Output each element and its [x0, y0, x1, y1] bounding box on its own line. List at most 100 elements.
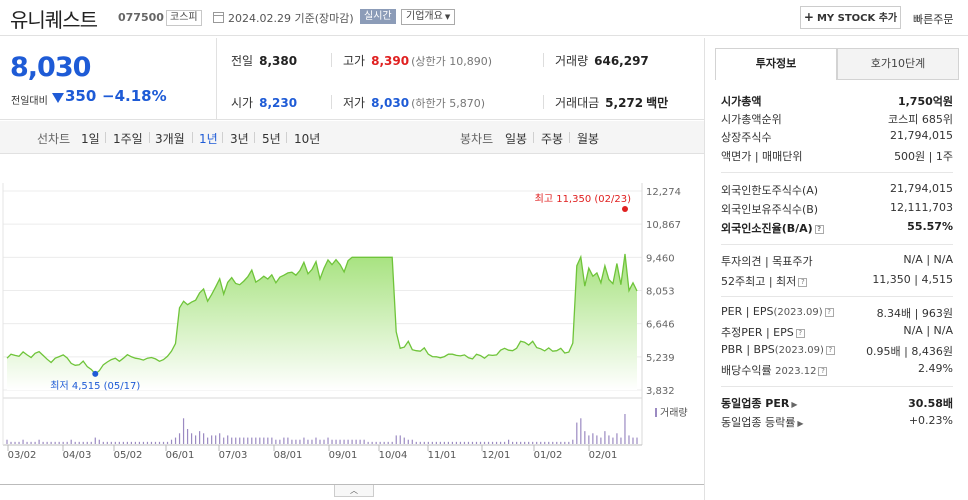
row-label: 동일업종 PER — [721, 397, 790, 410]
help-icon[interactable]: ? — [798, 278, 808, 287]
tab-daily[interactable]: 일봉 — [505, 132, 528, 146]
tab-orderbook[interactable]: 호가10단계 — [837, 48, 959, 80]
tab-1w[interactable]: 1주일 — [113, 132, 143, 146]
volume-bar — [355, 439, 357, 444]
divider — [533, 132, 534, 143]
tab-1d[interactable]: 1일 — [81, 132, 100, 146]
volume-bar — [503, 441, 506, 444]
row-label: 시가총액 — [721, 95, 762, 108]
tab-monthly[interactable]: 월봉 — [577, 132, 600, 146]
volume-bar — [536, 441, 538, 444]
row-par-unit: 액면가 | 매매단위 500원 | 1주 — [721, 148, 953, 166]
divider — [543, 53, 544, 67]
stat-value: 8,230 — [259, 96, 298, 110]
stat-label: 고가 — [343, 54, 366, 68]
tab-3y[interactable]: 3년 — [230, 132, 249, 146]
stock-name: 유니퀘스트 — [10, 8, 98, 32]
volume-bar — [307, 439, 309, 444]
volume-bar — [14, 441, 16, 444]
volume-bar — [588, 435, 590, 444]
row-value: +0.23% — [908, 414, 953, 427]
stat-label: 저가 — [343, 96, 366, 110]
volume-bar — [275, 439, 277, 444]
x-tick-label: 08/01 — [274, 450, 303, 461]
chevron-right-icon[interactable]: ▶ — [791, 400, 798, 409]
row-value: 12,111,703 — [890, 201, 953, 214]
volume-bar — [130, 441, 132, 444]
help-icon[interactable]: ? — [814, 225, 824, 234]
tab-10y[interactable]: 10년 — [294, 132, 321, 146]
volume-bar — [243, 437, 245, 444]
row-industry-per: 동일업종 PER ▶ 30.58배 — [721, 395, 953, 413]
help-icon[interactable]: ? — [825, 346, 835, 355]
volume-bar — [560, 441, 562, 444]
divider — [331, 95, 332, 109]
chevron-right-icon[interactable]: ▶ — [797, 419, 804, 428]
change-amount: 350 — [65, 87, 97, 105]
line-chart-label: 선차트 — [37, 132, 71, 146]
quick-order-button[interactable]: 빠른주문 — [913, 13, 954, 26]
y-tick-label: 6,646 — [646, 320, 675, 331]
volume-bar — [479, 441, 482, 444]
candle-chart-label: 봉차트 — [460, 132, 494, 146]
tab-1y[interactable]: 1년 — [199, 132, 218, 146]
row-label: 상장주식수 — [721, 131, 772, 144]
volume-bar — [524, 441, 526, 444]
x-tick-label: 10/04 — [379, 450, 408, 461]
tab-weekly[interactable]: 주봉 — [541, 132, 564, 146]
volume-bar — [74, 441, 76, 444]
volume-bar — [62, 441, 64, 444]
row-period: (2023.09) — [774, 345, 824, 356]
volume-bar — [395, 435, 397, 444]
volume-bar — [335, 439, 337, 444]
volume-bar — [487, 441, 490, 444]
volume-bar — [347, 439, 349, 444]
row-value: 21,794,015 — [890, 182, 953, 195]
volume-bar — [251, 437, 253, 444]
x-tick-label: 02/01 — [589, 450, 618, 461]
volume-bar — [239, 437, 241, 444]
row-value: 0.95배 | 8,436원 — [866, 345, 953, 358]
price-chart[interactable]: 12,274 10,867 9,460 8,053 6,646 5,239 3,832 03… — [0, 155, 704, 485]
row-value: 30.58배 — [908, 397, 953, 410]
volume-bar — [459, 441, 462, 444]
x-tick-label: 12/01 — [482, 450, 511, 461]
x-tick-label: 07/03 — [219, 450, 248, 461]
x-tick-label: 06/01 — [166, 450, 195, 461]
down-triangle-icon — [52, 93, 64, 103]
tab-investment-info[interactable]: 투자정보 — [715, 48, 837, 80]
volume-bar — [102, 441, 104, 444]
row-label: 동일업종 등락률 — [721, 416, 796, 429]
divider — [543, 95, 544, 109]
volume-legend-swatch — [655, 408, 657, 417]
help-icon[interactable]: ? — [795, 329, 805, 338]
realtime-badge[interactable]: 실시간 — [360, 9, 396, 24]
volume-bar — [178, 433, 181, 444]
volume-bar — [319, 439, 321, 444]
chevron-up-icon[interactable]: ︿ — [334, 485, 374, 497]
tab-3m[interactable]: 3개월 — [155, 132, 185, 146]
calendar-icon — [213, 12, 224, 23]
x-tick-label: 04/03 — [63, 450, 92, 461]
row-foreign-hold: 외국인보유주식수(B) 12,111,703 — [721, 201, 953, 219]
row-label: 추정PER | EPS — [721, 326, 794, 339]
volume-bar — [279, 439, 281, 444]
volume-bar — [427, 441, 429, 444]
volume-bar — [38, 439, 40, 444]
help-icon[interactable]: ? — [818, 367, 828, 376]
add-mystock-button[interactable]: + MY STOCK 추가 — [800, 6, 901, 29]
row-label: 외국인소진율(B/A) — [721, 222, 813, 235]
volume-bar — [287, 437, 289, 444]
stat-value: 5,272 — [605, 96, 644, 110]
row-industry-rate: 동일업종 등락률 ▶ +0.23% — [721, 414, 953, 432]
row-foreign-limit: 외국인한도주식수(A) 21,794,015 — [721, 182, 953, 200]
tab-5y[interactable]: 5년 — [262, 132, 281, 146]
help-icon[interactable]: ? — [824, 308, 834, 317]
volume-bar — [411, 439, 413, 444]
volume-bar — [235, 437, 237, 444]
stat-open: 시가 8,230 — [231, 94, 297, 111]
company-overview-button[interactable]: 기업개요 ▼ — [401, 9, 456, 25]
row-value: 500원 | 1주 — [894, 150, 953, 163]
volume-bar — [467, 441, 470, 444]
row-value: N/A | N/A — [903, 324, 953, 337]
